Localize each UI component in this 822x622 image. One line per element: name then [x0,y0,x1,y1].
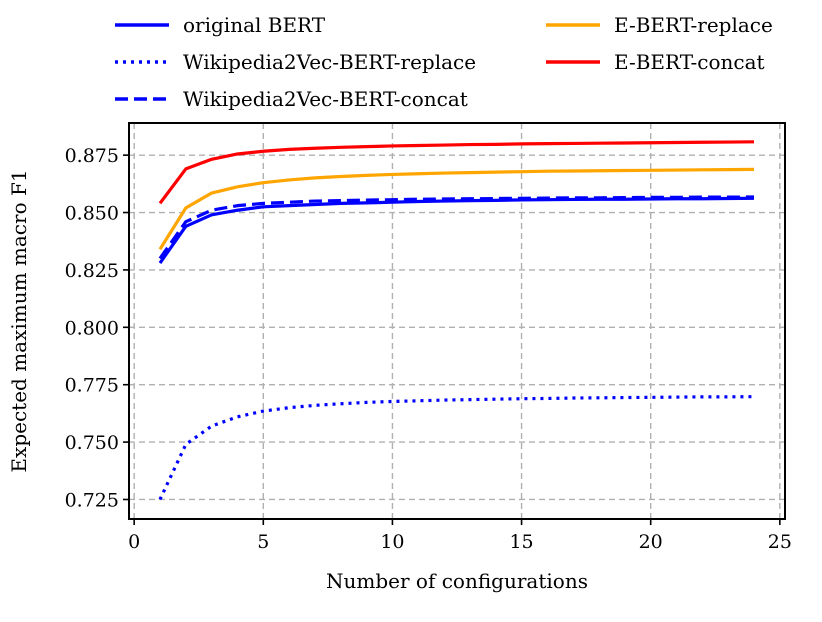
legend-label: original BERT [183,13,326,37]
y-tick-label: 0.825 [65,260,119,282]
y-tick-label: 0.800 [65,317,119,339]
legend: original BERT Wikipedia2Vec-BERT-replace W… [115,13,773,111]
x-tick-label: 0 [128,531,140,553]
y-tick-label: 0.875 [65,145,119,167]
legend-label: E-BERT-concat [614,50,765,74]
x-tick-label: 5 [257,531,269,553]
series-line-1 [158,196,755,264]
x-axis-title: Number of configurations [326,569,588,593]
x-tick-label: 20 [639,531,663,553]
x-tick-label: 15 [509,531,533,553]
y-tick-label: 0.750 [65,432,119,454]
legend-label: Wikipedia2Vec-BERT-replace [183,50,476,74]
legend-label: Wikipedia2Vec-BERT-concat [183,87,468,111]
x-tick-label: 10 [380,531,404,553]
y-axis-title: Expected maximum macro F1 [7,169,31,472]
y-tick-label: 0.725 [65,489,119,511]
y-tick-label: 0.850 [65,203,119,225]
series-lines [158,140,755,501]
legend-label: E-BERT-replace [614,13,773,37]
plot-frame [128,122,786,520]
series-line-4 [158,167,755,251]
series-line-2 [158,395,755,501]
axis-ticks: 0 5 10 15 20 25 0.725 0.750 0.775 0.800 0.825 0.850… [65,145,792,553]
y-tick-label: 0.775 [65,375,119,397]
grid [129,123,785,519]
series-line-5 [158,140,755,205]
series-line-3 [158,195,755,260]
x-tick-label: 25 [768,531,792,553]
